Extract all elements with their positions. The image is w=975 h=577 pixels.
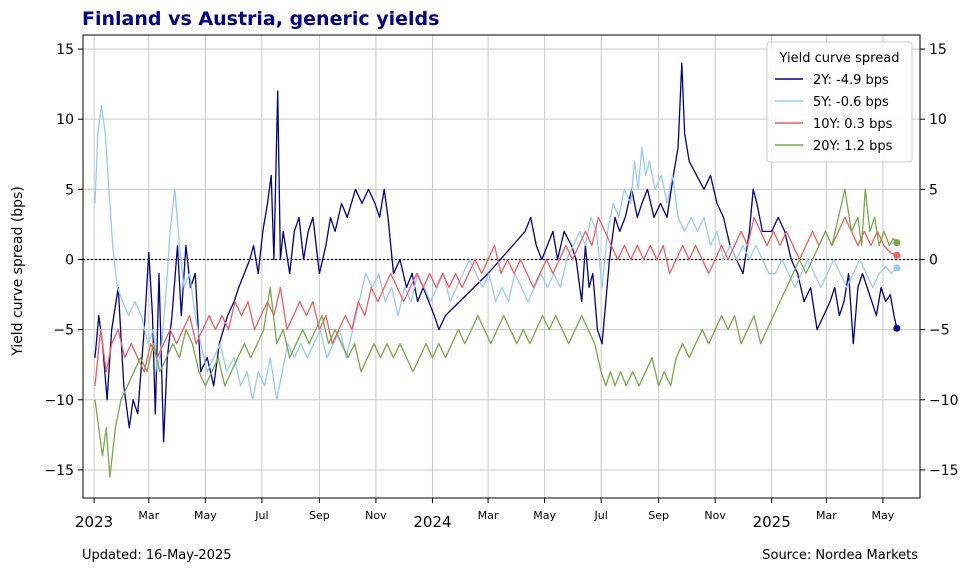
y-tick-label: −5 bbox=[929, 323, 950, 339]
legend: Yield curve spread 2Y: -4.9 bps 5Y: -0.6 b… bbox=[766, 41, 913, 163]
y-tick-label: −15 bbox=[929, 463, 959, 479]
y-tick-label: 15 bbox=[56, 42, 74, 58]
x-tick-label: Sep bbox=[309, 509, 330, 522]
y-axis-right: −15 −10 −5 0 5 10 15 bbox=[920, 42, 959, 479]
y-tick-label: 10 bbox=[929, 112, 947, 128]
x-tick-label: Nov bbox=[365, 509, 387, 522]
y-tick-label: 10 bbox=[56, 112, 74, 128]
x-tick-label: Mar bbox=[138, 509, 159, 522]
x-tick-label: Sep bbox=[648, 509, 669, 522]
chart-title: Finland vs Austria, generic yields bbox=[82, 8, 440, 30]
legend-title: Yield curve spread bbox=[779, 51, 900, 66]
x-tick-label: May bbox=[533, 509, 556, 522]
y-tick-label: −5 bbox=[53, 323, 74, 339]
source-note: Source: Nordea Markets bbox=[762, 548, 918, 563]
y-tick-label: 0 bbox=[65, 252, 74, 268]
y-tick-label: 0 bbox=[929, 252, 938, 268]
y-tick-label: −10 bbox=[44, 393, 74, 409]
y-axis-label: Yield curve spread (bps) bbox=[10, 186, 26, 357]
y-tick-label: 15 bbox=[929, 42, 947, 58]
y-tick-label: −15 bbox=[44, 463, 74, 479]
legend-label: 2Y: -4.9 bps bbox=[813, 73, 889, 88]
x-tick-label: 2023 bbox=[75, 513, 113, 531]
series-end-marker-2 bbox=[893, 264, 901, 272]
x-tick-label: May bbox=[872, 509, 895, 522]
legend-label: 10Y: 0.3 bps bbox=[813, 117, 893, 132]
series-line-3 bbox=[94, 216, 898, 386]
plot-border bbox=[82, 34, 921, 499]
y-tick-label: −10 bbox=[929, 393, 959, 409]
y-axis-left: −15 −10 −5 0 5 10 15 bbox=[44, 42, 83, 479]
x-tick-label: Nov bbox=[704, 509, 726, 522]
series-end-marker-3 bbox=[893, 251, 901, 259]
series-lines bbox=[94, 62, 901, 478]
series-end-marker-4 bbox=[893, 239, 901, 247]
series-end-marker-1 bbox=[893, 324, 901, 332]
legend-label: 5Y: -0.6 bps bbox=[813, 95, 889, 110]
legend-label: 20Y: 1.2 bps bbox=[813, 139, 893, 154]
plot-frame bbox=[82, 34, 921, 499]
series-line-4 bbox=[94, 188, 898, 478]
y-tick-label: 5 bbox=[65, 182, 74, 198]
x-tick-label: Mar bbox=[478, 509, 499, 522]
series-line-2 bbox=[94, 104, 898, 401]
x-tick-label: Jul bbox=[254, 509, 268, 522]
legend-box bbox=[766, 41, 913, 163]
updated-note: Updated: 16-May-2025 bbox=[82, 548, 232, 563]
y-tick-label: 5 bbox=[929, 182, 938, 198]
x-tick-label: Mar bbox=[816, 509, 837, 522]
x-tick-label: Jul bbox=[594, 509, 608, 522]
x-tick-label: 2025 bbox=[753, 513, 791, 531]
x-tick-label: May bbox=[194, 509, 217, 522]
x-tick-label: 2024 bbox=[413, 513, 451, 531]
x-axis: 2023 Mar May Jul Sep Nov 2024 Mar May Jul Sep Nov 20… bbox=[75, 498, 895, 531]
series-line-1 bbox=[94, 62, 898, 443]
